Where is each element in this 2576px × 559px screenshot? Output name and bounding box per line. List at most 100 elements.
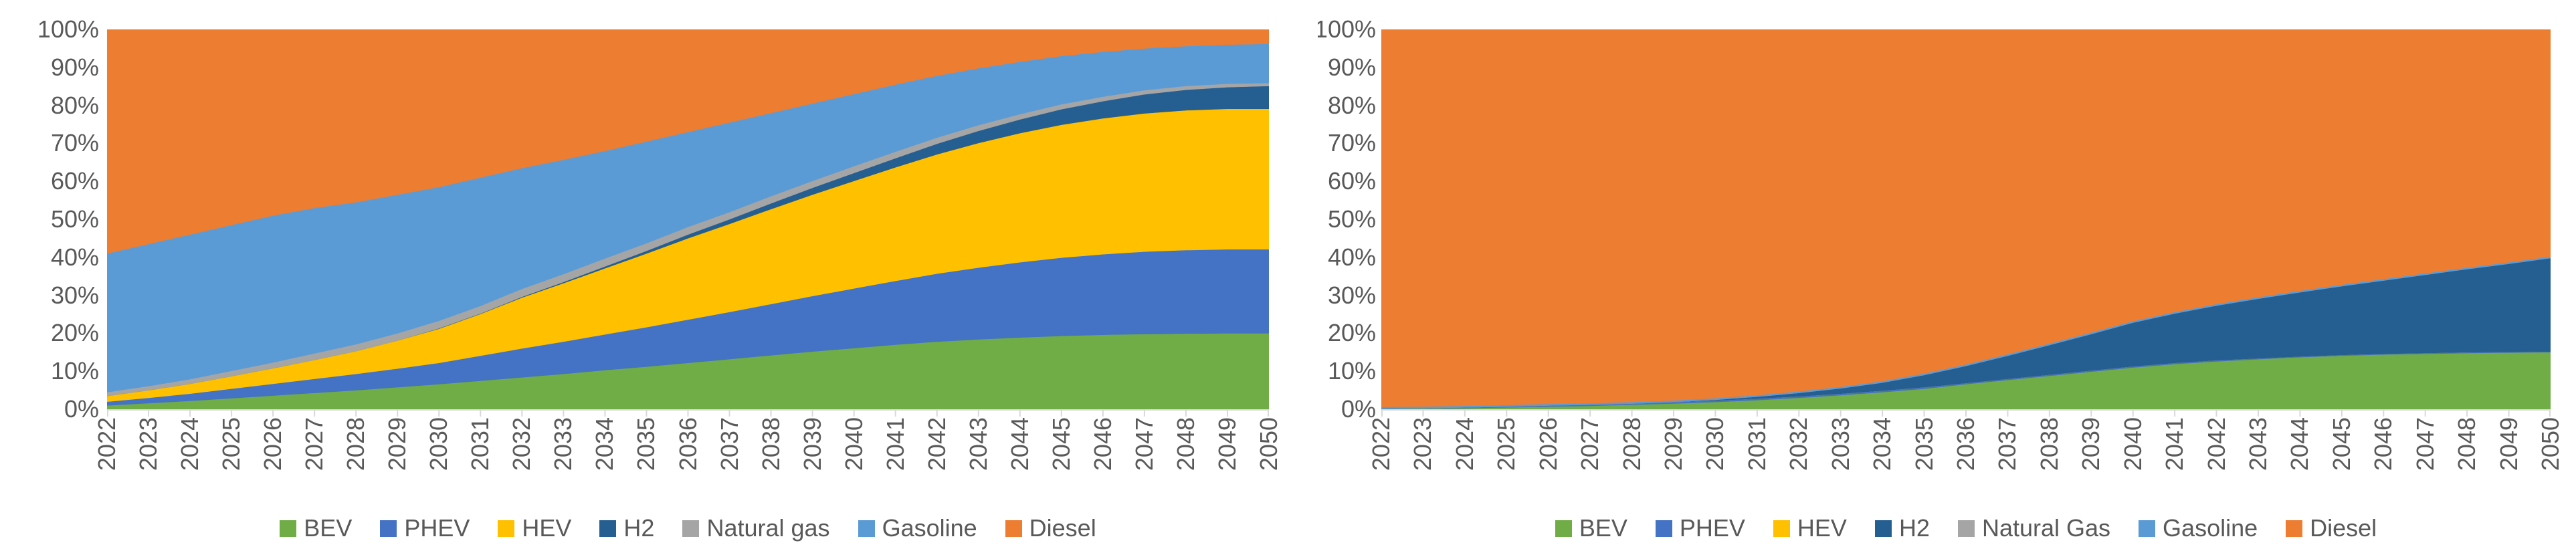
y-axis-label-100pct-a: 100% xyxy=(37,15,99,43)
x-axis-label-2042-a: 2042 xyxy=(922,417,951,471)
x-axis-label-2029-a: 2029 xyxy=(383,417,411,471)
x-axis-label-2032-b: 2032 xyxy=(1785,417,1813,471)
x-axis-label-2049-b: 2049 xyxy=(2494,417,2522,471)
y-axis-label-0pct-a: 0% xyxy=(64,395,99,423)
x-axis-label-2026-a: 2026 xyxy=(259,417,287,471)
x-axis-label-2049-a: 2049 xyxy=(1213,417,1241,471)
stacked-area-plot-b xyxy=(1381,29,2551,417)
legend-item-gasoline-a: Gasoline xyxy=(858,514,977,542)
legend-item-natural-gas-b: Natural Gas xyxy=(1957,514,2111,542)
legend-swatch-hev-a xyxy=(498,520,515,537)
legend-item-hev-a: HEV xyxy=(498,514,571,542)
legend-label-natural-gas-a: Natural gas xyxy=(706,514,830,542)
x-axis-label-2034-b: 2034 xyxy=(1868,417,1896,471)
x-axis-label-2028-a: 2028 xyxy=(342,417,370,471)
y-axis-label-20pct-b: 20% xyxy=(1327,319,1376,347)
legend-label-phev-b: PHEV xyxy=(1679,514,1745,542)
stacked-area-plot-a xyxy=(107,29,1269,417)
x-axis-label-2046-a: 2046 xyxy=(1088,417,1116,471)
x-axis-label-2034-a: 2034 xyxy=(591,417,619,471)
chart-panel-b: (b) 0%10%20%30%40%50%60%70%80%90%100% 20… xyxy=(1298,0,2576,559)
x-axis-label-2042-b: 2042 xyxy=(2202,417,2230,471)
legend-item-phev-a: PHEV xyxy=(380,514,470,542)
y-axis-label-50pct-b: 50% xyxy=(1327,205,1376,233)
x-axis-label-2037-a: 2037 xyxy=(715,417,743,471)
x-axis-label-2028-b: 2028 xyxy=(1617,417,1646,471)
x-axis-label-2047-a: 2047 xyxy=(1130,417,1158,471)
x-axis-label-2040-b: 2040 xyxy=(2118,417,2147,471)
legend-b: BEV PHEV HEV H2 Natural Gas Gasoline Diesel xyxy=(1381,510,2551,547)
x-axis-label-2024-a: 2024 xyxy=(176,417,204,471)
x-axis-label-2024-b: 2024 xyxy=(1450,417,1478,471)
x-axis-label-2050-b: 2050 xyxy=(2537,417,2564,471)
legend-swatch-phev-a xyxy=(380,520,397,537)
y-axis-label-90pct-b: 90% xyxy=(1327,53,1376,81)
y-axis-label-30pct-b: 30% xyxy=(1327,281,1376,309)
x-axis-label-2032-a: 2032 xyxy=(508,417,536,471)
x-axis-label-2026-b: 2026 xyxy=(1534,417,1562,471)
x-axis-label-2033-b: 2033 xyxy=(1826,417,1854,471)
legend-swatch-gasoline-a xyxy=(858,520,875,537)
x-axis-label-2045-b: 2045 xyxy=(2327,417,2355,471)
x-axis-label-2033-a: 2033 xyxy=(549,417,577,471)
legend-item-h2-b: H2 xyxy=(1874,514,1930,542)
legend-label-bev-a: BEV xyxy=(304,514,353,542)
legend-swatch-phev-b xyxy=(1655,520,1672,537)
x-axis-label-2043-a: 2043 xyxy=(964,417,992,471)
x-axis-label-2050-a: 2050 xyxy=(1255,417,1282,471)
x-axis-label-2035-b: 2035 xyxy=(1910,417,1938,471)
y-axis-label-40pct-b: 40% xyxy=(1327,243,1376,271)
x-axis-label-2027-a: 2027 xyxy=(300,417,328,471)
legend-item-bev-b: BEV xyxy=(1555,514,1627,542)
x-axis-label-2045-a: 2045 xyxy=(1047,417,1075,471)
legend-swatch-h2-b xyxy=(1874,520,1892,537)
y-axis-label-30pct-a: 30% xyxy=(50,281,99,309)
y-axis-label-70pct-a: 70% xyxy=(50,129,99,157)
legend-swatch-natural-gas-b xyxy=(1957,520,1975,537)
x-axis-label-2041-b: 2041 xyxy=(2161,417,2189,471)
y-axis-label-70pct-b: 70% xyxy=(1327,129,1376,157)
x-axis-label-2031-b: 2031 xyxy=(1743,417,1771,471)
legend-item-hev-b: HEV xyxy=(1773,514,1847,542)
y-axis-label-20pct-a: 20% xyxy=(50,319,99,347)
x-axis-label-2044-b: 2044 xyxy=(2286,417,2314,471)
legend-item-phev-b: PHEV xyxy=(1655,514,1745,542)
y-axis-label-10pct-b: 10% xyxy=(1327,357,1376,385)
legend-label-hev-a: HEV xyxy=(522,514,572,542)
x-axis-label-2030-a: 2030 xyxy=(425,417,453,471)
legend-label-h2-b: H2 xyxy=(1898,514,1930,542)
x-axis-label-2048-b: 2048 xyxy=(2453,417,2481,471)
x-axis-label-2025-b: 2025 xyxy=(1492,417,1520,471)
legend-label-diesel-b: Diesel xyxy=(2310,514,2377,542)
x-axis-label-2025-a: 2025 xyxy=(217,417,245,471)
y-axis-label-0pct-b: 0% xyxy=(1341,395,1376,423)
legend-item-h2-a: H2 xyxy=(599,514,654,542)
y-axis-label-10pct-a: 10% xyxy=(50,357,99,385)
x-axis-label-2043-b: 2043 xyxy=(2244,417,2272,471)
x-axis-label-2048-a: 2048 xyxy=(1171,417,1199,471)
legend-label-diesel-a: Diesel xyxy=(1029,514,1096,542)
x-axis-label-2041-a: 2041 xyxy=(881,417,909,471)
x-axis-label-2036-b: 2036 xyxy=(1952,417,1979,471)
legend-swatch-hev-b xyxy=(1773,520,1790,537)
legend-label-gasoline-b: Gasoline xyxy=(2163,514,2258,542)
legend-item-diesel-b: Diesel xyxy=(2286,514,2377,542)
y-axis-label-80pct-b: 80% xyxy=(1327,91,1376,119)
x-axis-label-2029-b: 2029 xyxy=(1660,417,1687,471)
legend-swatch-bev-b xyxy=(1555,520,1572,537)
legend-label-gasoline-a: Gasoline xyxy=(882,514,977,542)
legend-label-natural-gas-b: Natural Gas xyxy=(1981,514,2111,542)
x-axis-label-2039-a: 2039 xyxy=(798,417,826,471)
legend-item-natural-gas-a: Natural gas xyxy=(682,514,830,542)
y-axis-label-100pct-b: 100% xyxy=(1314,15,1376,43)
legend-swatch-diesel-a xyxy=(1005,520,1022,537)
x-axis-label-2035-a: 2035 xyxy=(632,417,660,471)
y-axis-label-40pct-a: 40% xyxy=(50,243,99,271)
y-axis-label-60pct-a: 60% xyxy=(50,167,99,195)
legend-item-diesel-a: Diesel xyxy=(1005,514,1096,542)
x-axis-label-2036-a: 2036 xyxy=(674,417,702,471)
x-axis-label-2040-a: 2040 xyxy=(839,417,868,471)
y-axis-label-50pct-a: 50% xyxy=(50,205,99,233)
x-axis-label-2022-b: 2022 xyxy=(1367,417,1395,471)
x-axis-label-2037-b: 2037 xyxy=(1993,417,2021,471)
